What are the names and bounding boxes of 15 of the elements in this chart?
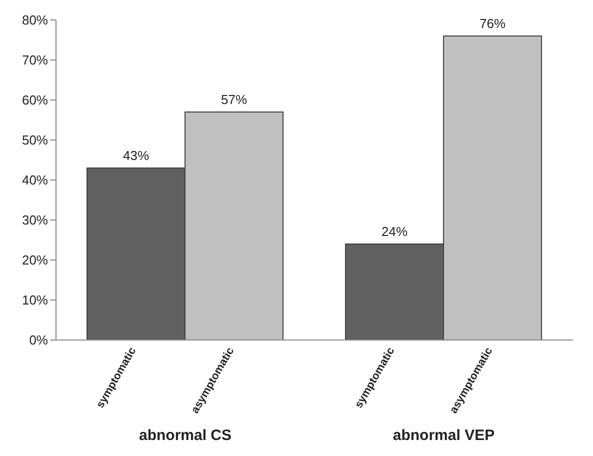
x-tick-label: abnormal VEP (392, 427, 495, 444)
y-tick-label: 60% (22, 92, 48, 108)
x-tick-label: abnormal CS (138, 427, 232, 444)
y-tick-label: 20% (22, 252, 48, 268)
y-tick-label: 40% (22, 172, 48, 188)
y-tick-label: 80% (22, 12, 48, 28)
data-label: 57% (221, 92, 248, 107)
y-tick-label: 10% (22, 292, 48, 308)
data-label: 76% (480, 16, 506, 31)
data-label: 24% (382, 224, 408, 239)
data-label: 43% (123, 148, 150, 163)
y-tick-label: 0% (29, 332, 48, 348)
y-tick-label: 50% (22, 132, 48, 148)
y-tick-label: 70% (22, 52, 48, 68)
y-tick-label: 30% (22, 212, 48, 228)
